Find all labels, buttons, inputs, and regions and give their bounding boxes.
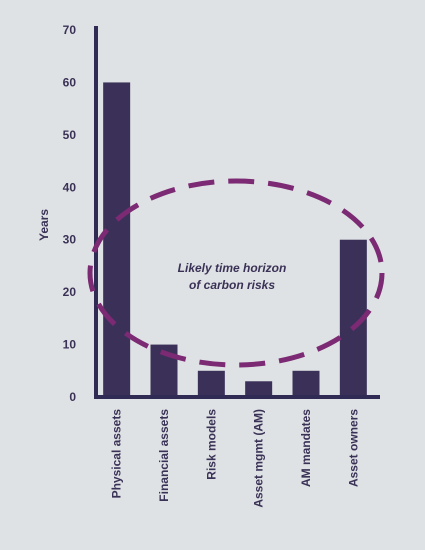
y-tick-label: 40 xyxy=(63,180,77,194)
x-category-label: Risk models xyxy=(204,409,218,480)
y-tick-label: 0 xyxy=(69,390,76,404)
y-tick-label: 20 xyxy=(63,285,77,299)
y-tick-label: 10 xyxy=(63,338,77,352)
bars-layer xyxy=(103,82,367,397)
y-axis-title: Years xyxy=(37,209,51,241)
x-category-label: Asset owners xyxy=(346,409,360,487)
x-category-label: Physical assets xyxy=(110,409,124,499)
y-tick-label: 70 xyxy=(63,23,77,37)
annotation-ellipse xyxy=(87,178,385,368)
bar-asset-mgmt-am xyxy=(245,381,273,397)
x-category-label: AM mandates xyxy=(299,409,313,487)
bar-risk-models xyxy=(197,370,225,397)
bar-physical-assets xyxy=(103,82,131,397)
y-tick-label: 60 xyxy=(63,75,77,89)
annotation-line-2: of carbon risks xyxy=(189,278,275,292)
x-labels-layer: Physical assets Financial assets Risk mode… xyxy=(110,409,361,508)
bar-am-mandates xyxy=(292,370,320,397)
x-category-label: Financial assets xyxy=(157,409,171,502)
axis-layer xyxy=(94,26,380,399)
y-ticks-layer: 0 10 20 30 40 50 60 70 xyxy=(63,23,77,404)
y-tick-label: 30 xyxy=(63,233,77,247)
annotation-line-1: Likely time horizon xyxy=(178,261,287,275)
x-category-label: Asset mgmt (AM) xyxy=(252,409,266,508)
y-tick-label: 50 xyxy=(63,128,77,142)
